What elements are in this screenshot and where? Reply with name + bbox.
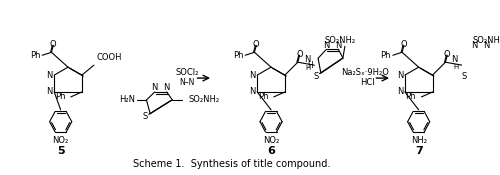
Text: N: N — [46, 71, 53, 80]
Text: N: N — [250, 88, 256, 96]
Text: N: N — [471, 41, 477, 50]
Text: O: O — [50, 40, 56, 49]
Text: H: H — [453, 64, 458, 70]
Text: H₂N: H₂N — [120, 95, 136, 104]
Text: 7: 7 — [415, 146, 422, 156]
Text: S: S — [143, 112, 148, 121]
Text: Ph: Ph — [55, 92, 66, 102]
Text: SO₂NH₂: SO₂NH₂ — [324, 36, 356, 45]
Text: O: O — [400, 40, 407, 49]
Text: Ph: Ph — [233, 51, 243, 60]
Text: SOCl₂: SOCl₂ — [176, 68, 199, 77]
Text: N: N — [164, 83, 170, 93]
Text: O: O — [253, 40, 260, 49]
Text: NH₂: NH₂ — [410, 136, 426, 145]
Text: NO₂: NO₂ — [52, 136, 69, 145]
Text: Ph: Ph — [406, 92, 416, 102]
Text: SO₂NH₂: SO₂NH₂ — [472, 36, 500, 45]
Text: N: N — [46, 88, 53, 96]
Text: N: N — [304, 55, 310, 64]
Text: SO₂NH₂: SO₂NH₂ — [189, 95, 220, 104]
Text: N–N: N–N — [180, 78, 195, 87]
Text: Ph: Ph — [258, 92, 268, 102]
Text: Scheme 1.  Synthesis of title compound.: Scheme 1. Synthesis of title compound. — [132, 159, 330, 169]
Text: N: N — [335, 41, 342, 50]
Text: 5: 5 — [57, 146, 64, 156]
Text: HCl: HCl — [360, 78, 375, 87]
Text: N: N — [323, 41, 330, 50]
Text: N: N — [250, 71, 256, 80]
Text: Ph: Ph — [380, 51, 391, 60]
Text: H: H — [307, 61, 312, 70]
Text: H: H — [306, 65, 310, 71]
Text: S: S — [314, 72, 319, 81]
Text: COOH: COOH — [96, 53, 122, 62]
Text: N: N — [483, 41, 489, 50]
Text: Ph: Ph — [30, 51, 40, 60]
Text: O: O — [444, 50, 450, 59]
Text: Na₂Sₓ·9H₂O: Na₂Sₓ·9H₂O — [341, 68, 389, 77]
Text: S: S — [462, 72, 466, 81]
Text: O: O — [296, 50, 303, 59]
Text: N: N — [397, 88, 404, 96]
Text: NO₂: NO₂ — [263, 136, 279, 145]
Text: 6: 6 — [267, 146, 275, 156]
Text: N: N — [397, 71, 404, 80]
Text: N: N — [452, 55, 458, 64]
Text: N: N — [152, 83, 158, 93]
